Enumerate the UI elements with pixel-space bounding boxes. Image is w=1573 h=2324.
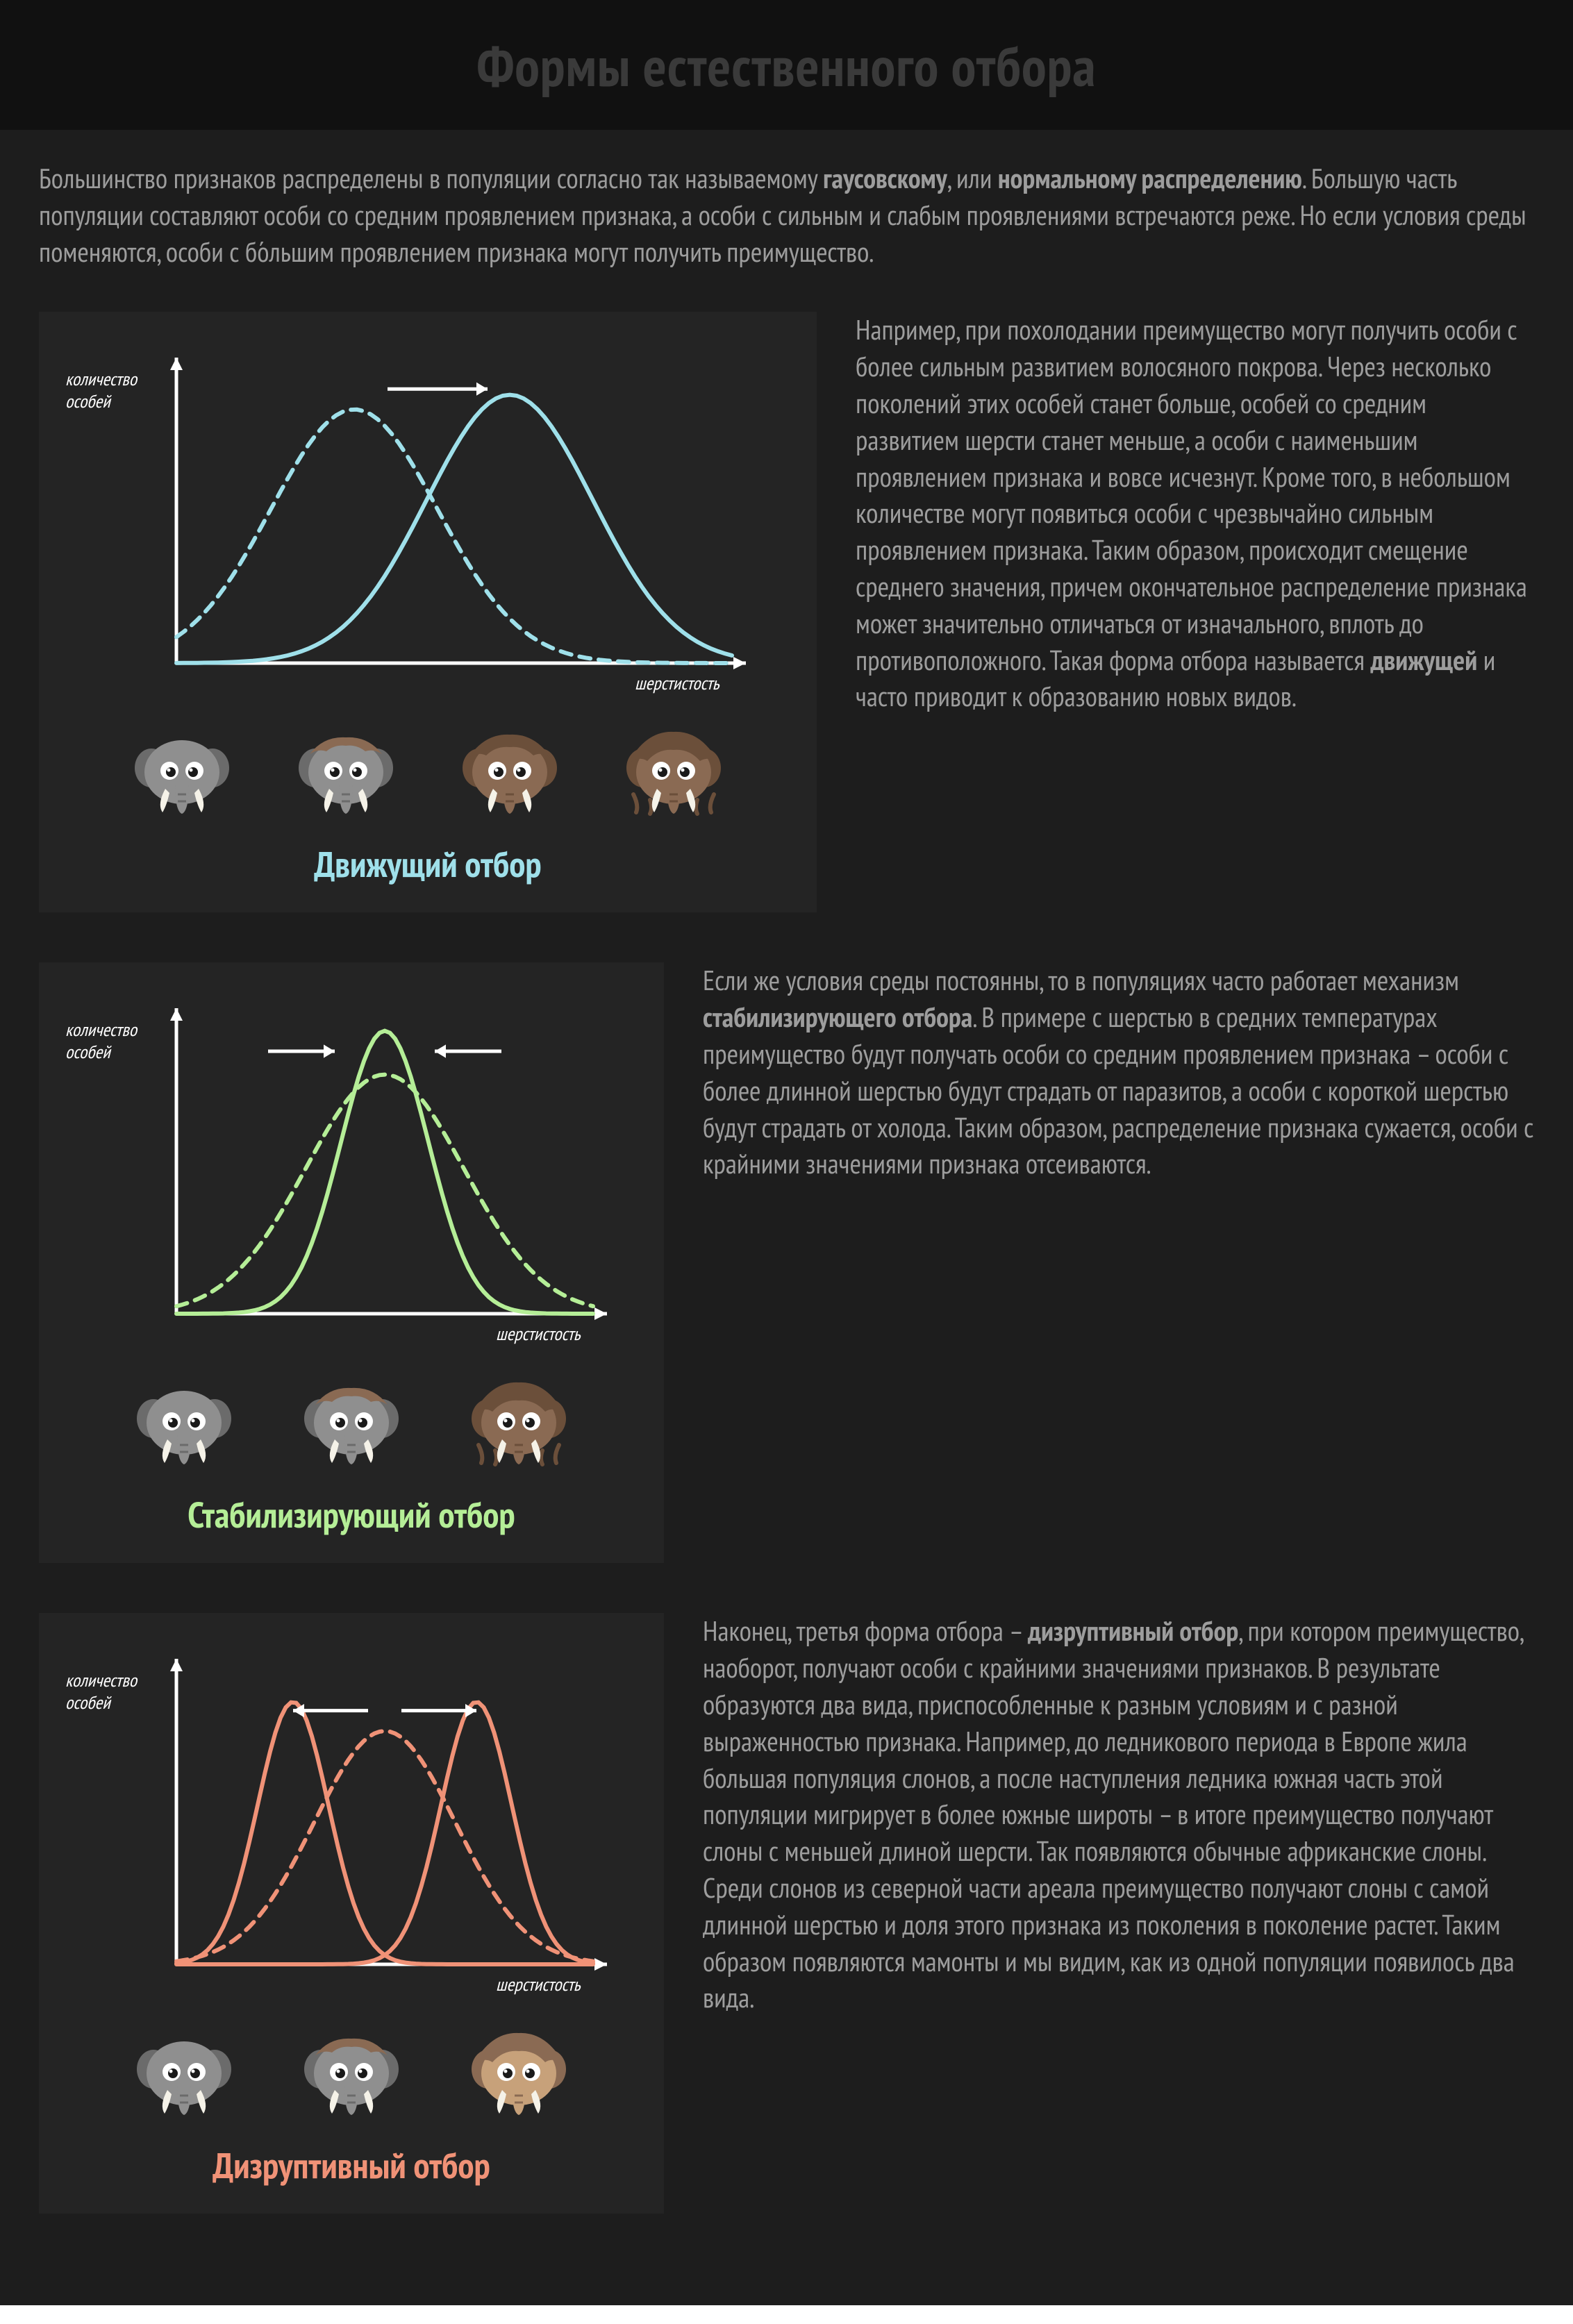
elephant-furry-icon: [296, 2029, 407, 2123]
content: Большинство признаков распределены в поп…: [0, 130, 1573, 2214]
svg-text:количество: количество: [65, 1669, 138, 1692]
mammoth-lightbrown-icon: [463, 2029, 574, 2123]
svg-text:шерстистость: шерстистость: [496, 1323, 581, 1346]
elephant-gray-icon: [128, 1378, 240, 1472]
chart-stabilizing: количество особей шерстистость: [58, 987, 644, 1366]
svg-text:особей: особей: [65, 1041, 112, 1064]
section-stabilizing: количество особей шерстистость: [39, 962, 1534, 1563]
svg-text:шерстистость: шерстистость: [496, 1973, 581, 1996]
text-disruptive: Наконец, третья форма отбора – дизруптив…: [703, 1613, 1534, 2016]
svg-text:особей: особей: [65, 1691, 112, 1714]
elephant-gray-icon: [128, 2029, 240, 2123]
mammoth-full-icon: [618, 728, 729, 821]
page: Формы естественного отбора Большинство п…: [0, 0, 1573, 2305]
title-bar: Формы естественного отбора: [0, 0, 1573, 130]
chart-panel-directional: количество особей шерстистость: [39, 312, 817, 912]
svg-text:особей: особей: [65, 390, 112, 413]
section-directional: количество особей шерстистость: [39, 312, 1534, 912]
text-stabilizing: Если же условия среды постоянны, то в по…: [703, 962, 1534, 1182]
mammoth-full-icon: [463, 1378, 574, 1472]
section-disruptive: количество особей шерстистость: [39, 1613, 1534, 2214]
caption-disruptive: Дизруптивный отбор: [58, 2142, 644, 2189]
chart-disruptive: количество особей шерстистость: [58, 1638, 644, 2016]
chart-panel-stabilizing: количество особей шерстистость: [39, 962, 664, 1563]
animals-row-directional: [58, 728, 797, 821]
intro-text: Большинство признаков распределены в поп…: [39, 160, 1534, 270]
caption-directional: Движущий отбор: [58, 841, 797, 887]
page-title: Формы естественного отбора: [0, 31, 1573, 102]
caption-stabilizing: Стабилизирующий отбор: [58, 1491, 644, 1538]
svg-text:количество: количество: [65, 368, 138, 391]
elephant-furry-icon: [296, 1378, 407, 1472]
svg-text:количество: количество: [65, 1019, 138, 1042]
mammoth-half-icon: [454, 728, 565, 821]
text-directional: Например, при похолодании преимущество м…: [856, 312, 1534, 715]
elephant-furry-icon: [290, 728, 401, 821]
animals-row-stabilizing: [58, 1378, 644, 1472]
elephant-gray-icon: [126, 728, 238, 821]
chart-panel-disruptive: количество особей шерстистость: [39, 1613, 664, 2214]
chart-directional: количество особей шерстистость: [58, 337, 797, 715]
animals-row-disruptive: [58, 2029, 644, 2123]
svg-text:шерстистость: шерстистость: [635, 672, 720, 695]
